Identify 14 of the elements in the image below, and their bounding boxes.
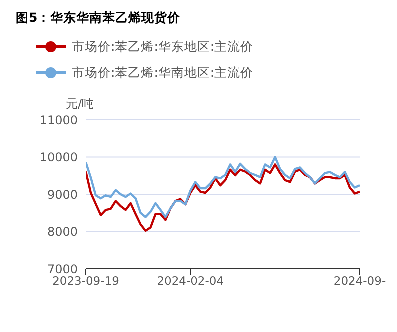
y-axis-title: 元/吨 [66,96,94,113]
x-tick-label: 2023-09-19 [52,274,120,288]
y-tick-label: 10000 [40,150,78,165]
legend-label: 市场价:苯乙烯:华南地区:主流价 [71,64,254,82]
x-tick-label: 2024-09- [334,274,386,288]
line-series [86,156,360,218]
y-tick-label: 8000 [47,225,78,240]
y-tick-label: 11000 [40,113,78,128]
line-series [86,164,360,232]
chart-title: 图5：华东华南苯乙烯现货价 [16,10,181,27]
legend-label: 市场价:苯乙烯:华东地区:主流价 [71,38,254,56]
y-tick-label: 7000 [47,262,78,276]
y-tick-label: 9000 [47,188,78,202]
x-tick-label: 2024-02-04 [157,274,224,288]
